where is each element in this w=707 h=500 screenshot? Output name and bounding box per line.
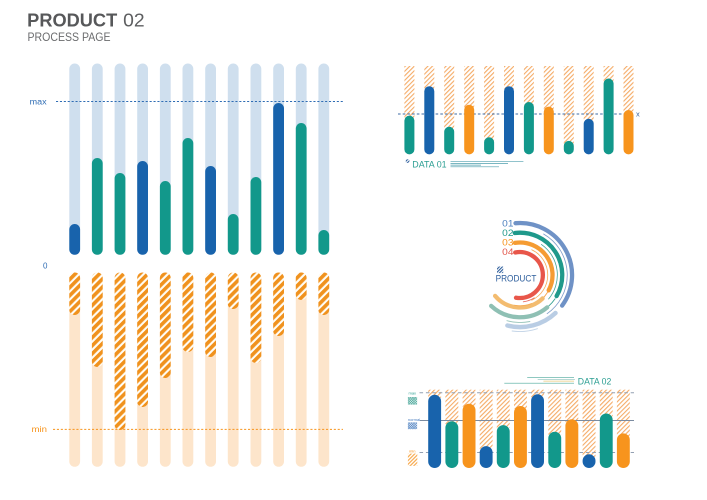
svg-text:PROCESS PAGE: PROCESS PAGE: [28, 32, 111, 44]
svg-text:min: min: [32, 425, 48, 434]
svg-text:max: max: [409, 391, 417, 396]
svg-text:PRODUCT: PRODUCT: [496, 273, 537, 283]
svg-text:0: 0: [43, 262, 48, 271]
svg-text:03: 03: [502, 238, 513, 249]
svg-text:02: 02: [123, 11, 145, 31]
svg-text:PRODUCT: PRODUCT: [27, 11, 117, 31]
svg-text:normal: normal: [408, 417, 420, 422]
svg-text:max: max: [30, 97, 47, 106]
svg-text:x: x: [636, 110, 640, 119]
svg-text:02: 02: [502, 228, 513, 239]
svg-text:min: min: [409, 448, 415, 453]
svg-text:DATA 02: DATA 02: [578, 377, 612, 388]
svg-text:DATA 01: DATA 01: [412, 160, 446, 171]
svg-text:04: 04: [502, 247, 513, 258]
svg-text:01: 01: [502, 218, 513, 229]
